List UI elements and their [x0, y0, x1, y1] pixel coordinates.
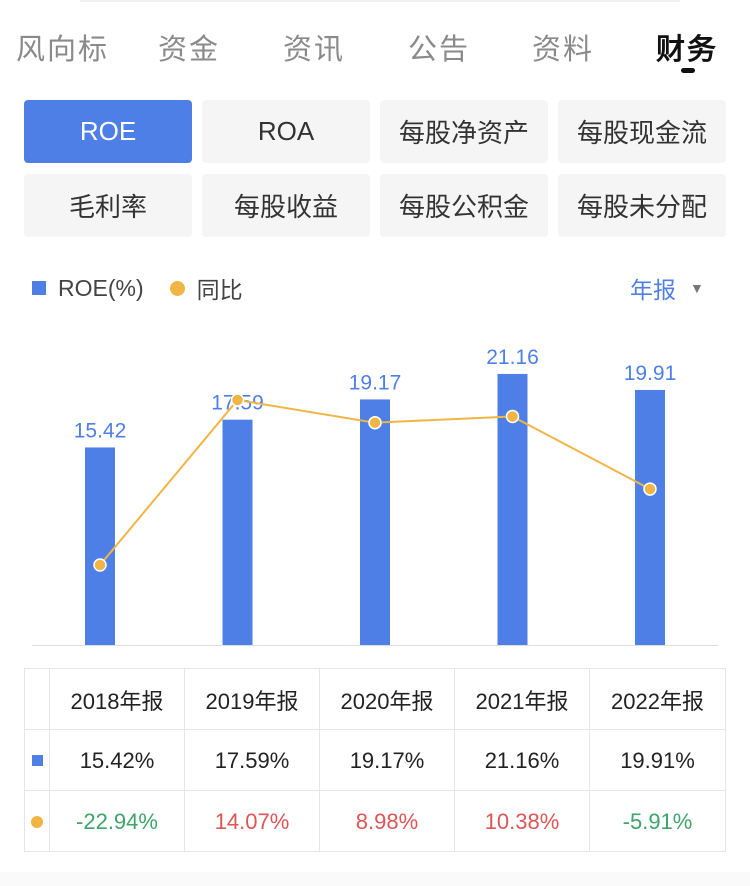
table-cell: 10.38%	[454, 791, 589, 852]
yoy-dot-icon	[31, 815, 43, 828]
roe-bar	[635, 389, 665, 645]
metric-eps-button[interactable]: 每股收益	[202, 174, 370, 237]
metric-nav-per-share-button[interactable]: 每股净资产	[380, 100, 548, 163]
tab-bar: 风向标 资金 资讯 公告 资料 财务	[0, 18, 750, 78]
yoy-row-marker	[25, 791, 49, 852]
bar-value-label: 19.91	[624, 362, 677, 385]
bar-legend-marker	[32, 281, 46, 295]
table-cell: 14.07%	[184, 791, 319, 852]
table-cell: 21.16%	[454, 730, 589, 791]
period-selector[interactable]: 年报 ▼	[630, 273, 704, 303]
yoy-point	[93, 558, 107, 572]
table-row-roe: 15.42% 17.59% 19.17% 21.16% 19.91%	[25, 730, 725, 791]
table-header-row: 2018年报 2019年报 2020年报 2021年报 2022年报	[25, 669, 725, 730]
roe-square-icon	[31, 755, 43, 766]
tab-profile[interactable]: 资料	[532, 34, 595, 66]
top-divider	[80, 0, 680, 2]
tab-news[interactable]: 资讯	[283, 34, 346, 66]
metric-roe-button[interactable]: ROE	[24, 100, 192, 163]
data-table: 2018年报 2019年报 2020年报 2021年报 2022年报 15.42…	[24, 668, 726, 852]
metric-gross-margin-button[interactable]: 毛利率	[24, 174, 192, 237]
table-cell: 15.42%	[49, 730, 184, 791]
dropdown-triangle-icon: ▼	[690, 280, 704, 296]
table-header-cell: 2021年报	[454, 669, 589, 730]
roe-bar	[85, 447, 115, 645]
bar-value-label: 15.42	[74, 419, 127, 442]
bar-value-label: 19.17	[349, 371, 402, 394]
yoy-point	[505, 409, 520, 424]
metric-undistributed-per-share-button[interactable]: 每股未分配	[558, 174, 726, 237]
bottom-edge	[0, 872, 750, 886]
metric-cashflow-per-share-button[interactable]: 每股现金流	[558, 100, 726, 163]
table-cell: 19.17%	[319, 730, 454, 791]
tab-wind-vane[interactable]: 风向标	[16, 34, 110, 66]
table-header-cell: 2022年报	[589, 669, 725, 730]
roe-row-marker	[25, 730, 49, 791]
yoy-point	[643, 482, 657, 496]
bar-legend-label: ROE(%)	[58, 274, 144, 301]
yoy-point	[230, 393, 245, 407]
tab-announcements[interactable]: 公告	[408, 34, 471, 66]
line-legend-marker	[169, 280, 185, 296]
table-corner-cell	[25, 669, 49, 730]
table-row-yoy: -22.94% 14.07% 8.98% 10.38% -5.91%	[25, 791, 725, 852]
table-header-cell: 2020年报	[319, 669, 454, 730]
table-cell: 17.59%	[184, 730, 319, 791]
chart-legend: ROE(%) 同比	[32, 273, 243, 303]
table-cell: -5.91%	[589, 791, 725, 852]
period-selector-value: 年报	[630, 277, 676, 303]
line-legend-label: 同比	[196, 277, 243, 303]
metric-reserve-per-share-button[interactable]: 每股公积金	[380, 174, 548, 237]
metric-roa-button[interactable]: ROA	[202, 100, 370, 163]
table-cell: 19.91%	[589, 730, 725, 791]
roe-bar	[222, 419, 253, 645]
yoy-point	[368, 415, 382, 430]
roe-bar	[360, 399, 390, 645]
active-tab-indicator	[681, 68, 695, 73]
tab-funds[interactable]: 资金	[158, 34, 221, 66]
bar-value-label: 21.16	[486, 346, 539, 369]
table-cell: 8.98%	[319, 791, 454, 852]
table-header-cell: 2018年报	[49, 669, 184, 730]
table-header-cell: 2019年报	[184, 669, 319, 730]
table-cell: -22.94%	[49, 791, 184, 852]
tab-finance[interactable]: 财务	[656, 34, 719, 66]
